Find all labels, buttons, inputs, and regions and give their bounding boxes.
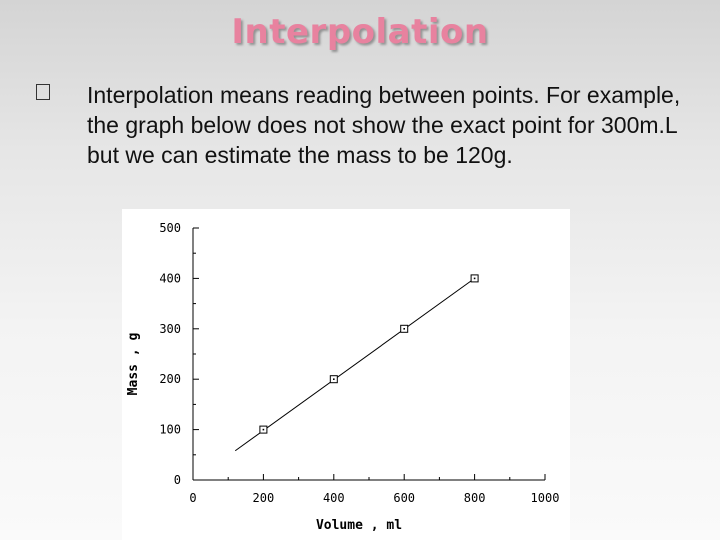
slide-body-text: Interpolation means reading between poin… bbox=[87, 82, 681, 168]
y-tick-label: 300 bbox=[159, 322, 181, 336]
y-tick-label: 100 bbox=[159, 423, 181, 437]
y-axis-label: Mass , g bbox=[126, 333, 141, 396]
slide-title: Interpolation bbox=[231, 12, 489, 52]
x-tick-label: 600 bbox=[393, 491, 415, 505]
series-line bbox=[234, 277, 475, 452]
chart-svg: 0 100 200 300 400 500 0 200 400 600 800 1000 Volume … bbox=[126, 221, 560, 533]
x-tick-label: 0 bbox=[189, 491, 196, 505]
x-tick-label: 200 bbox=[253, 491, 275, 505]
y-tick-label: 500 bbox=[159, 221, 181, 235]
data-point-center bbox=[262, 428, 265, 431]
y-tick-label: 400 bbox=[159, 271, 181, 285]
x-tick-label: 1000 bbox=[531, 491, 560, 505]
y-tick-label: 0 bbox=[174, 473, 181, 487]
x-axis-label: Volume , ml bbox=[316, 518, 402, 533]
y-tick-label: 200 bbox=[159, 372, 181, 386]
data-point-center bbox=[473, 277, 476, 280]
data-point-center bbox=[403, 328, 405, 330]
bullet-icon bbox=[36, 84, 50, 100]
x-tick-label: 800 bbox=[464, 491, 486, 505]
data-point-center bbox=[333, 378, 335, 380]
x-tick-label: 400 bbox=[323, 491, 345, 505]
chart: 0 100 200 300 400 500 0 200 400 600 800 1000 Volume … bbox=[122, 209, 570, 540]
